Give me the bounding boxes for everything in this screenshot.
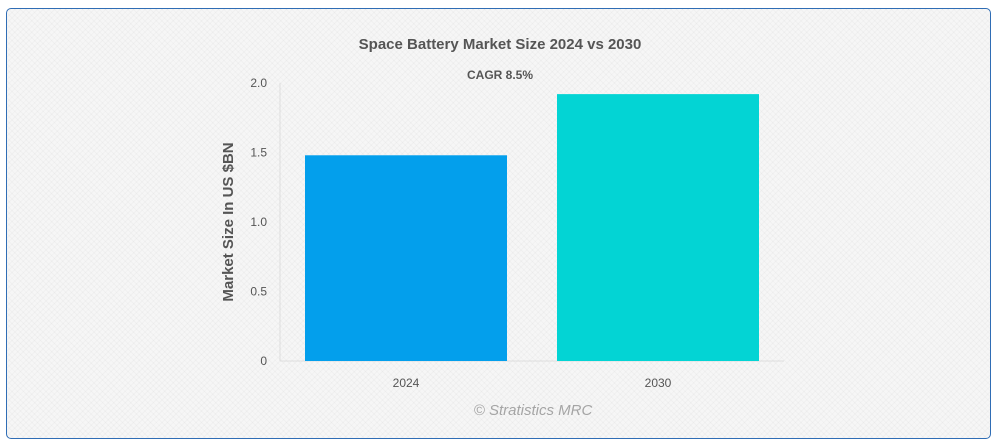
chart-subtitle: CAGR 8.5% [467, 68, 533, 82]
bar-2030 [557, 94, 759, 362]
y-tick-label: 0.5 [250, 285, 267, 299]
chart-title: Space Battery Market Size 2024 vs 2030 [359, 36, 642, 53]
y-tick-label: 1.5 [250, 146, 267, 160]
y-tick-label: 2.0 [250, 76, 267, 90]
plot-area: 0 0.5 1.0 1.5 2.0 2024 2030 [250, 76, 784, 390]
credit-text: © Stratistics MRC [474, 402, 593, 419]
bar-2024 [305, 155, 507, 361]
y-tick-label: 1.0 [250, 215, 267, 229]
x-tick-label: 2024 [393, 376, 420, 390]
x-tick-label: 2030 [645, 376, 672, 390]
y-tick-label: 0 [260, 354, 267, 368]
y-axis-label: Market Size In US $BN [220, 142, 237, 301]
